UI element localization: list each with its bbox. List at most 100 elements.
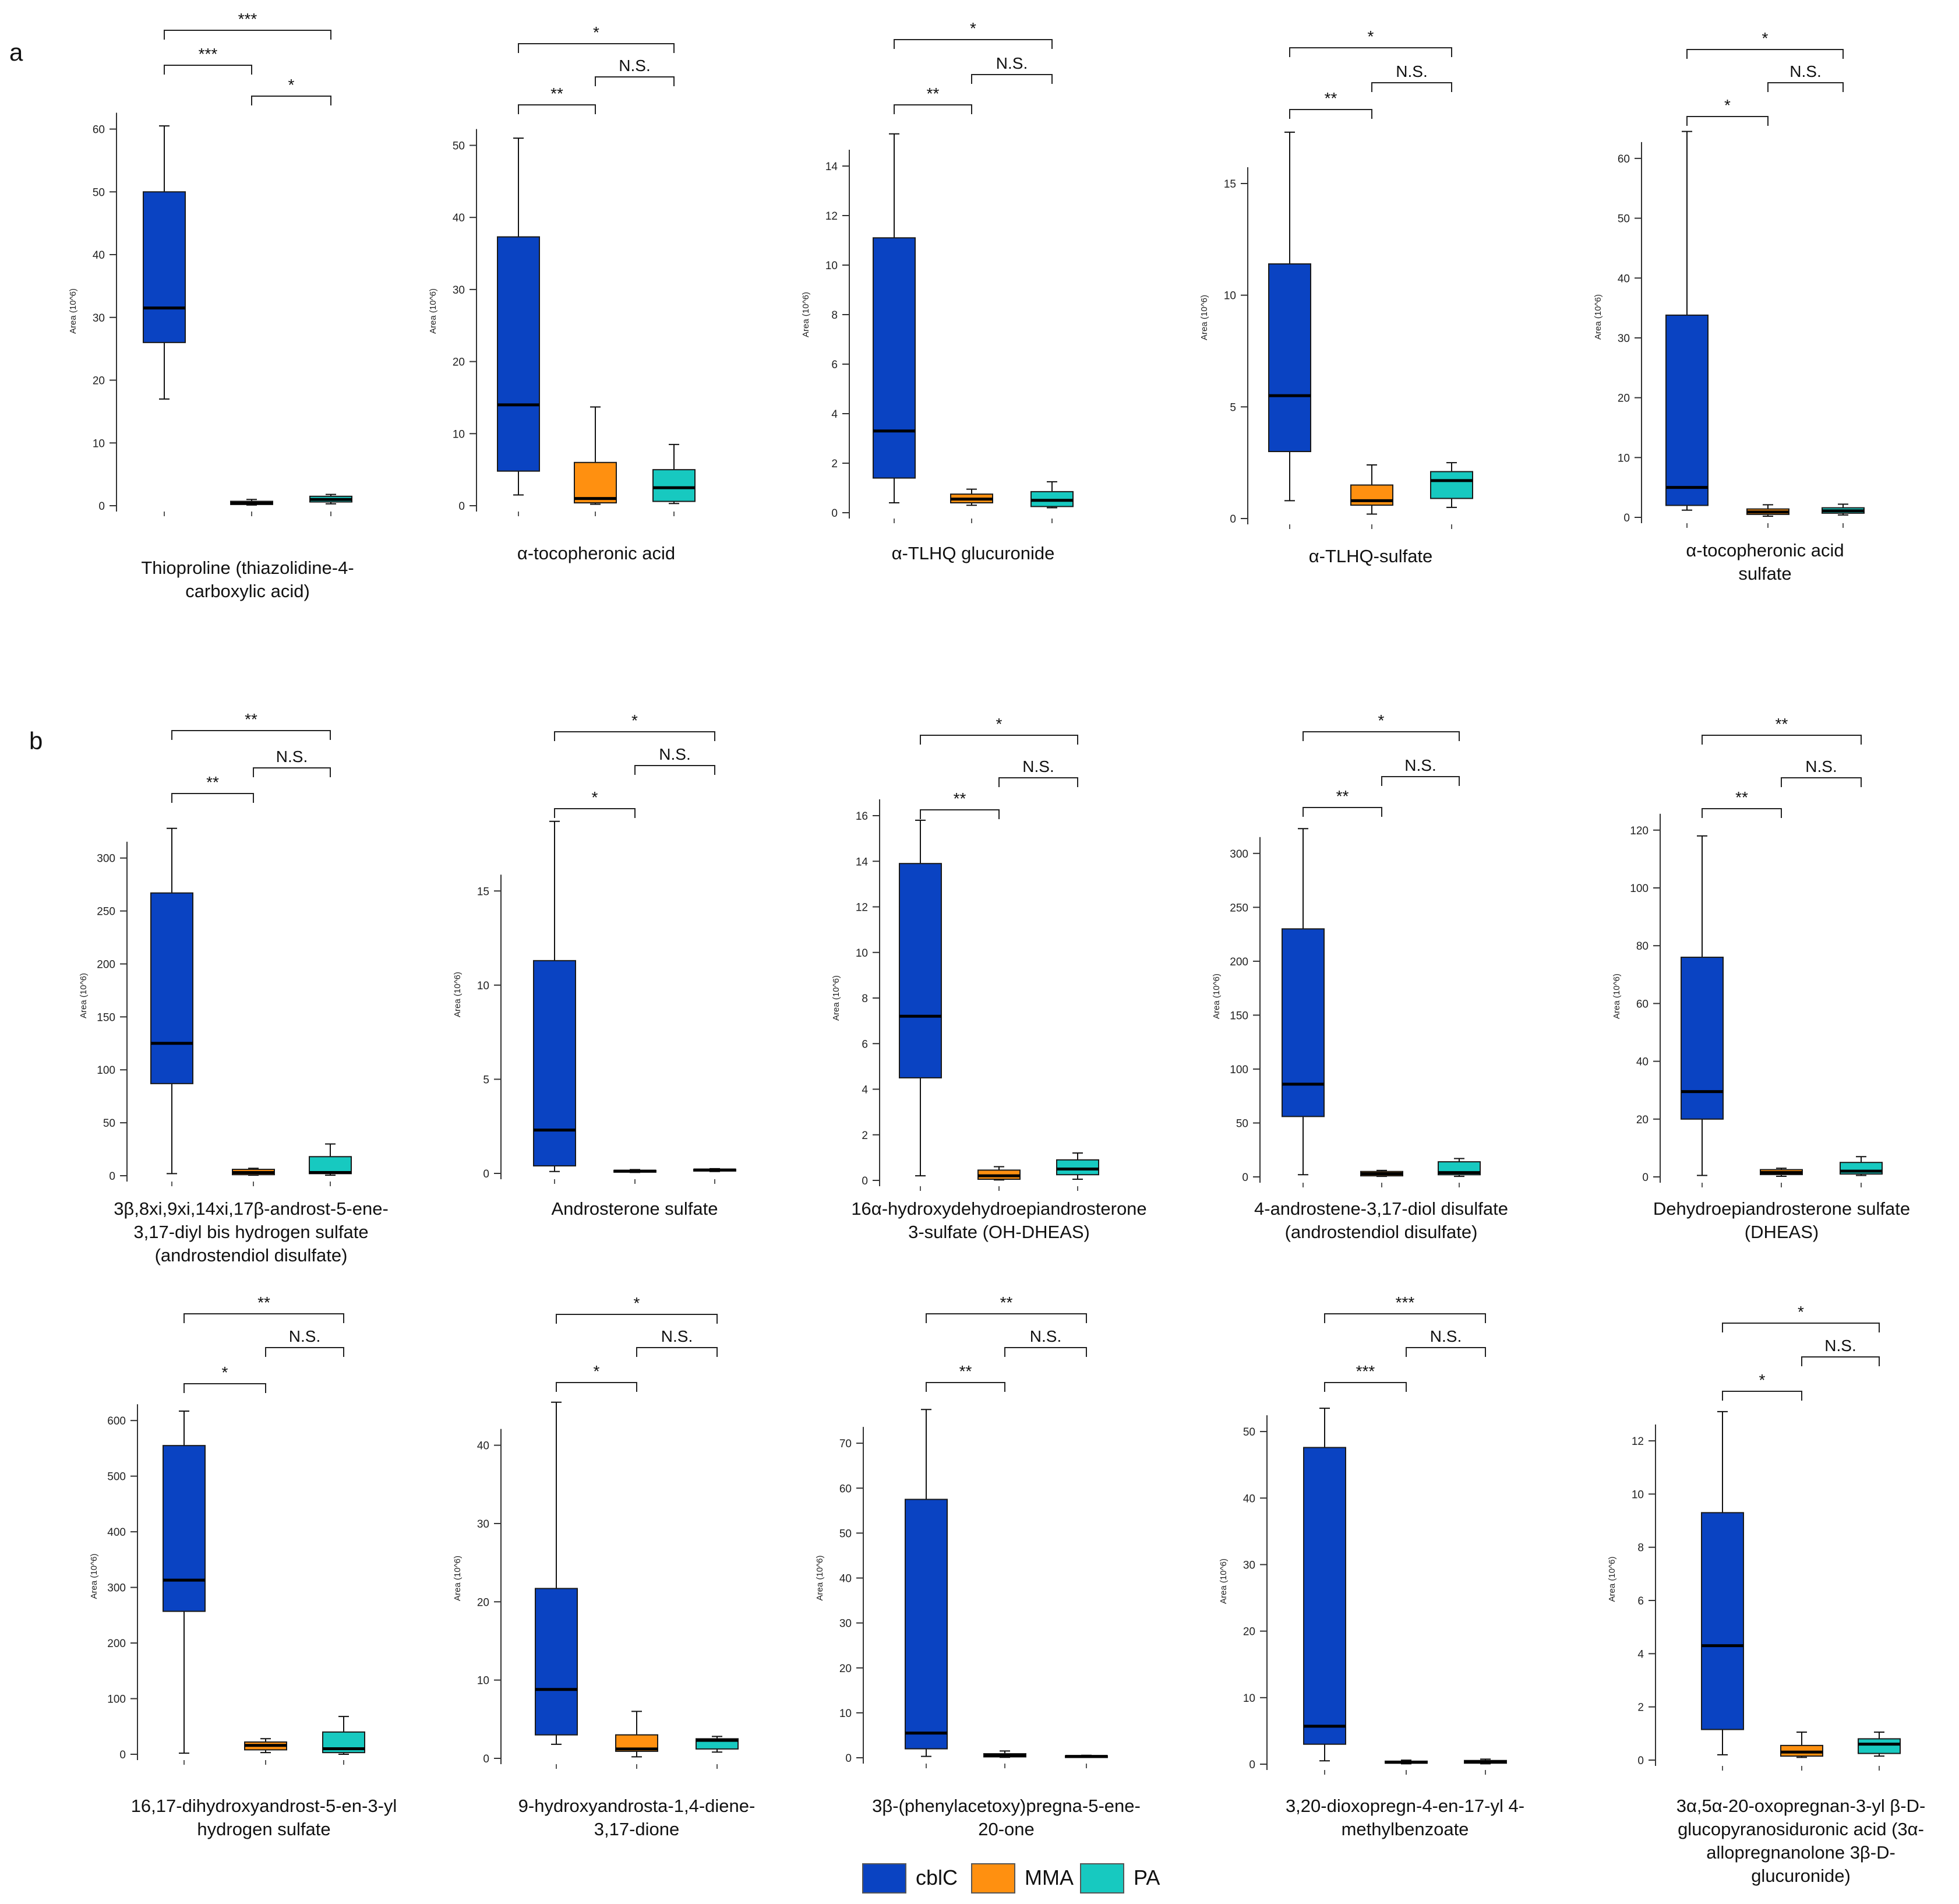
chart-title-line: 16,17-dihydroxyandrost-5-en-3-yl (131, 1796, 397, 1816)
y-tick-label: 20 (1636, 1114, 1649, 1126)
y-tick-label: 30 (93, 312, 105, 325)
y-tick-label: 2 (1637, 1702, 1644, 1714)
significance-label: *** (238, 10, 257, 28)
box-mma (574, 461, 617, 504)
y-tick-label: 0 (483, 1168, 489, 1180)
chart-title-line: (androstendiol disulfate) (1285, 1222, 1478, 1242)
y-tick-label: 10 (477, 1675, 489, 1687)
significance-bracket (894, 39, 1053, 49)
box-cblc (497, 236, 540, 472)
y-tick-label: 20 (839, 1663, 852, 1675)
y-tick-label: 2 (862, 1130, 868, 1142)
y-axis-label: Area (10^6) (89, 1554, 99, 1599)
y-tick-label: 0 (119, 1749, 126, 1761)
y-tick-label: 5 (483, 1074, 489, 1086)
y-tick-label: 10 (825, 260, 838, 272)
box-cblc (535, 1588, 578, 1736)
chart-title-line: methylbenzoate (1342, 1819, 1469, 1839)
y-tick-label: 40 (453, 212, 465, 224)
y-tick-label: 15 (1224, 178, 1236, 191)
y-tick-label: 0 (109, 1170, 115, 1183)
significance-bracket (1303, 731, 1460, 741)
significance-bracket (1702, 735, 1862, 745)
significance-label: N.S. (1030, 1327, 1061, 1345)
chart-title-line: allopregnanolone 3β-D- (1706, 1842, 1896, 1863)
y-tick-label: 0 (1230, 513, 1236, 526)
significance-bracket (920, 735, 1078, 745)
y-axis-label: Area (10^6) (801, 292, 811, 337)
significance-label: N.S. (619, 57, 650, 75)
significance-label: * (1378, 711, 1385, 729)
significance-bracket (1767, 82, 1844, 92)
legend-swatch-mma (971, 1863, 1015, 1894)
box-cblc (905, 1498, 948, 1750)
significance-label: N.S. (661, 1327, 693, 1345)
significance-label: ** (959, 1362, 972, 1380)
significance-label: * (593, 23, 599, 41)
box-cblc (1268, 263, 1311, 452)
y-tick-label: 8 (831, 309, 838, 322)
significance-bracket (554, 731, 715, 741)
y-tick-label: 10 (93, 438, 105, 450)
box-cblc (873, 237, 916, 479)
y-axis-label: Area (10^6) (79, 973, 89, 1018)
y-tick-label: 30 (839, 1618, 852, 1630)
box-cblc (1282, 928, 1325, 1117)
y-tick-label: 20 (477, 1596, 489, 1609)
chart-title-line: 3β-(phenylacetoxy)pregna-5-ene- (872, 1796, 1141, 1816)
chart-title-line: 20-one (978, 1819, 1035, 1839)
significance-label: * (996, 715, 1003, 733)
y-tick-label: 400 (107, 1526, 126, 1539)
y-tick-label: 40 (477, 1440, 489, 1452)
significance-label: * (1762, 29, 1769, 47)
chart-title-line: Thioproline (thiazolidine-4- (141, 558, 354, 578)
significance-label: N.S. (1022, 757, 1054, 775)
y-tick-label: 30 (1243, 1559, 1255, 1571)
legend-label-mma: MMA (1025, 1866, 1074, 1889)
y-tick-label: 10 (1618, 452, 1630, 464)
chart-14: 0 10 20 30 40 50 Area (10^6) *** *** N.S. 3,20-dio… (1219, 1293, 1524, 1839)
chart-title-line: hydrogen sulfate (197, 1819, 330, 1839)
significance-bracket (634, 765, 715, 775)
significance-bracket (1406, 1347, 1486, 1357)
y-tick-label: 40 (839, 1573, 852, 1585)
y-tick-label: 4 (831, 408, 838, 421)
y-tick-label: 0 (1623, 512, 1630, 524)
significance-label: N.S. (276, 748, 308, 766)
y-tick-label: 10 (856, 947, 868, 960)
y-axis-label: Area (10^6) (831, 975, 841, 1021)
y-tick-label: 0 (1642, 1172, 1649, 1184)
y-tick-label: 10 (453, 428, 465, 440)
chart-title-line: α-TLHQ-sulfate (1309, 546, 1433, 566)
y-tick-label: 15 (477, 886, 489, 898)
significance-label: N.S. (996, 54, 1028, 72)
y-tick-label: 14 (856, 856, 869, 868)
y-tick-label: 50 (839, 1528, 852, 1540)
y-tick-label: 14 (825, 161, 838, 173)
significance-label: ** (257, 1293, 270, 1311)
legend-swatch-pa (1080, 1863, 1124, 1894)
y-tick-label: 200 (1230, 956, 1248, 968)
significance-label: *** (1396, 1293, 1415, 1311)
y-tick-label: 12 (856, 902, 868, 914)
y-tick-label: 60 (839, 1483, 852, 1495)
y-tick-label: 10 (839, 1708, 852, 1720)
y-tick-label: 600 (107, 1415, 126, 1427)
y-tick-label: 50 (93, 186, 105, 199)
chart-title-line: glucuronide) (1751, 1866, 1851, 1886)
y-tick-label: 70 (839, 1438, 852, 1450)
significance-label: * (222, 1363, 228, 1381)
y-tick-label: 100 (97, 1064, 115, 1077)
y-tick-label: 40 (1243, 1493, 1255, 1505)
chart-13: 0 10 20 30 40 50 60 70 Area (10^6) ** ** N.S. 3β-(ph… (815, 1293, 1141, 1839)
y-tick-label: 0 (862, 1175, 868, 1187)
y-tick-label: 250 (97, 906, 115, 918)
chart-title-line: 3-sulfate (OH-DHEAS) (908, 1222, 1090, 1242)
y-tick-label: 20 (453, 357, 465, 369)
y-tick-label: 50 (1236, 1117, 1248, 1130)
y-tick-label: 50 (453, 140, 465, 152)
chart-title-line: 3,20-dioxopregn-4-en-17-yl 4- (1286, 1796, 1524, 1816)
